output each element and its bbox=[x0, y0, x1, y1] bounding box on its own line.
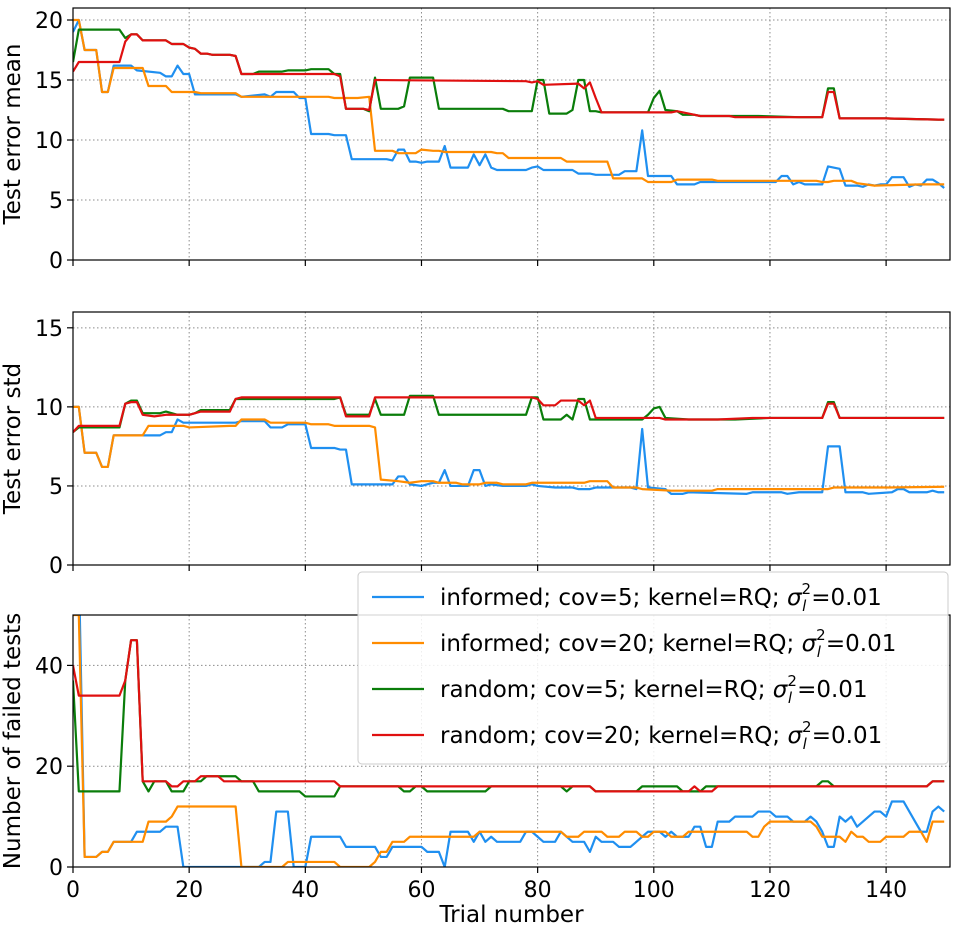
axes-frame bbox=[73, 312, 950, 565]
y-tick-label: 40 bbox=[35, 654, 63, 679]
series-line-mean-1 bbox=[73, 20, 944, 186]
y-tick-label: 10 bbox=[35, 129, 63, 154]
x-tick-label: 100 bbox=[633, 878, 675, 903]
legend-label: informed; cov=20; kernel=RQ; σ2 l =0.01 bbox=[440, 626, 896, 661]
x-tick-label: 0 bbox=[66, 878, 80, 903]
x-tick-label: 40 bbox=[291, 878, 319, 903]
x-tick-label: 60 bbox=[407, 878, 435, 903]
panel-std: 0 5 10 15 Test error std bbox=[0, 312, 950, 579]
x-tick-label: 140 bbox=[865, 878, 907, 903]
panel-mean: 0 5 10 15 20 Test error mean bbox=[0, 8, 950, 274]
series-line-mean-2 bbox=[73, 30, 944, 120]
series-line-std-0 bbox=[73, 407, 944, 494]
y-axis-label: Test error mean bbox=[0, 44, 26, 226]
y-tick-label: 5 bbox=[49, 189, 63, 214]
x-tick-label: 120 bbox=[749, 878, 791, 903]
y-tick-label: 0 bbox=[49, 856, 63, 881]
series-line-mean-0 bbox=[73, 20, 944, 188]
legend: informed; cov=5; kernel=RQ; σ2 l =0.01 info… bbox=[358, 572, 948, 764]
y-axis-label: Number of failed tests bbox=[0, 613, 26, 869]
axes-frame bbox=[73, 8, 950, 260]
x-tick-label: 80 bbox=[524, 878, 552, 903]
legend-label: random; cov=20; kernel=RQ; σ2 l =0.01 bbox=[440, 718, 882, 753]
y-tick-label: 15 bbox=[35, 317, 63, 342]
y-tick-label: 20 bbox=[35, 755, 63, 780]
y-tick-label: 0 bbox=[49, 554, 63, 579]
series-line-mean-3 bbox=[73, 34, 944, 119]
x-tick-label: 20 bbox=[175, 878, 203, 903]
x-axis-label: Trial number bbox=[438, 902, 584, 927]
y-tick-label: 0 bbox=[49, 249, 63, 274]
y-tick-label: 15 bbox=[35, 69, 63, 94]
series-line-std-1 bbox=[73, 407, 944, 491]
y-tick-label: 20 bbox=[35, 9, 63, 34]
y-axis-label: Test error std bbox=[0, 363, 26, 515]
y-tick-label: 5 bbox=[49, 475, 63, 500]
y-tick-label: 10 bbox=[35, 396, 63, 421]
legend-label: informed; cov=5; kernel=RQ; σ2 l =0.01 bbox=[440, 580, 882, 615]
legend-label: random; cov=5; kernel=RQ; σ2 l =0.01 bbox=[440, 672, 868, 707]
